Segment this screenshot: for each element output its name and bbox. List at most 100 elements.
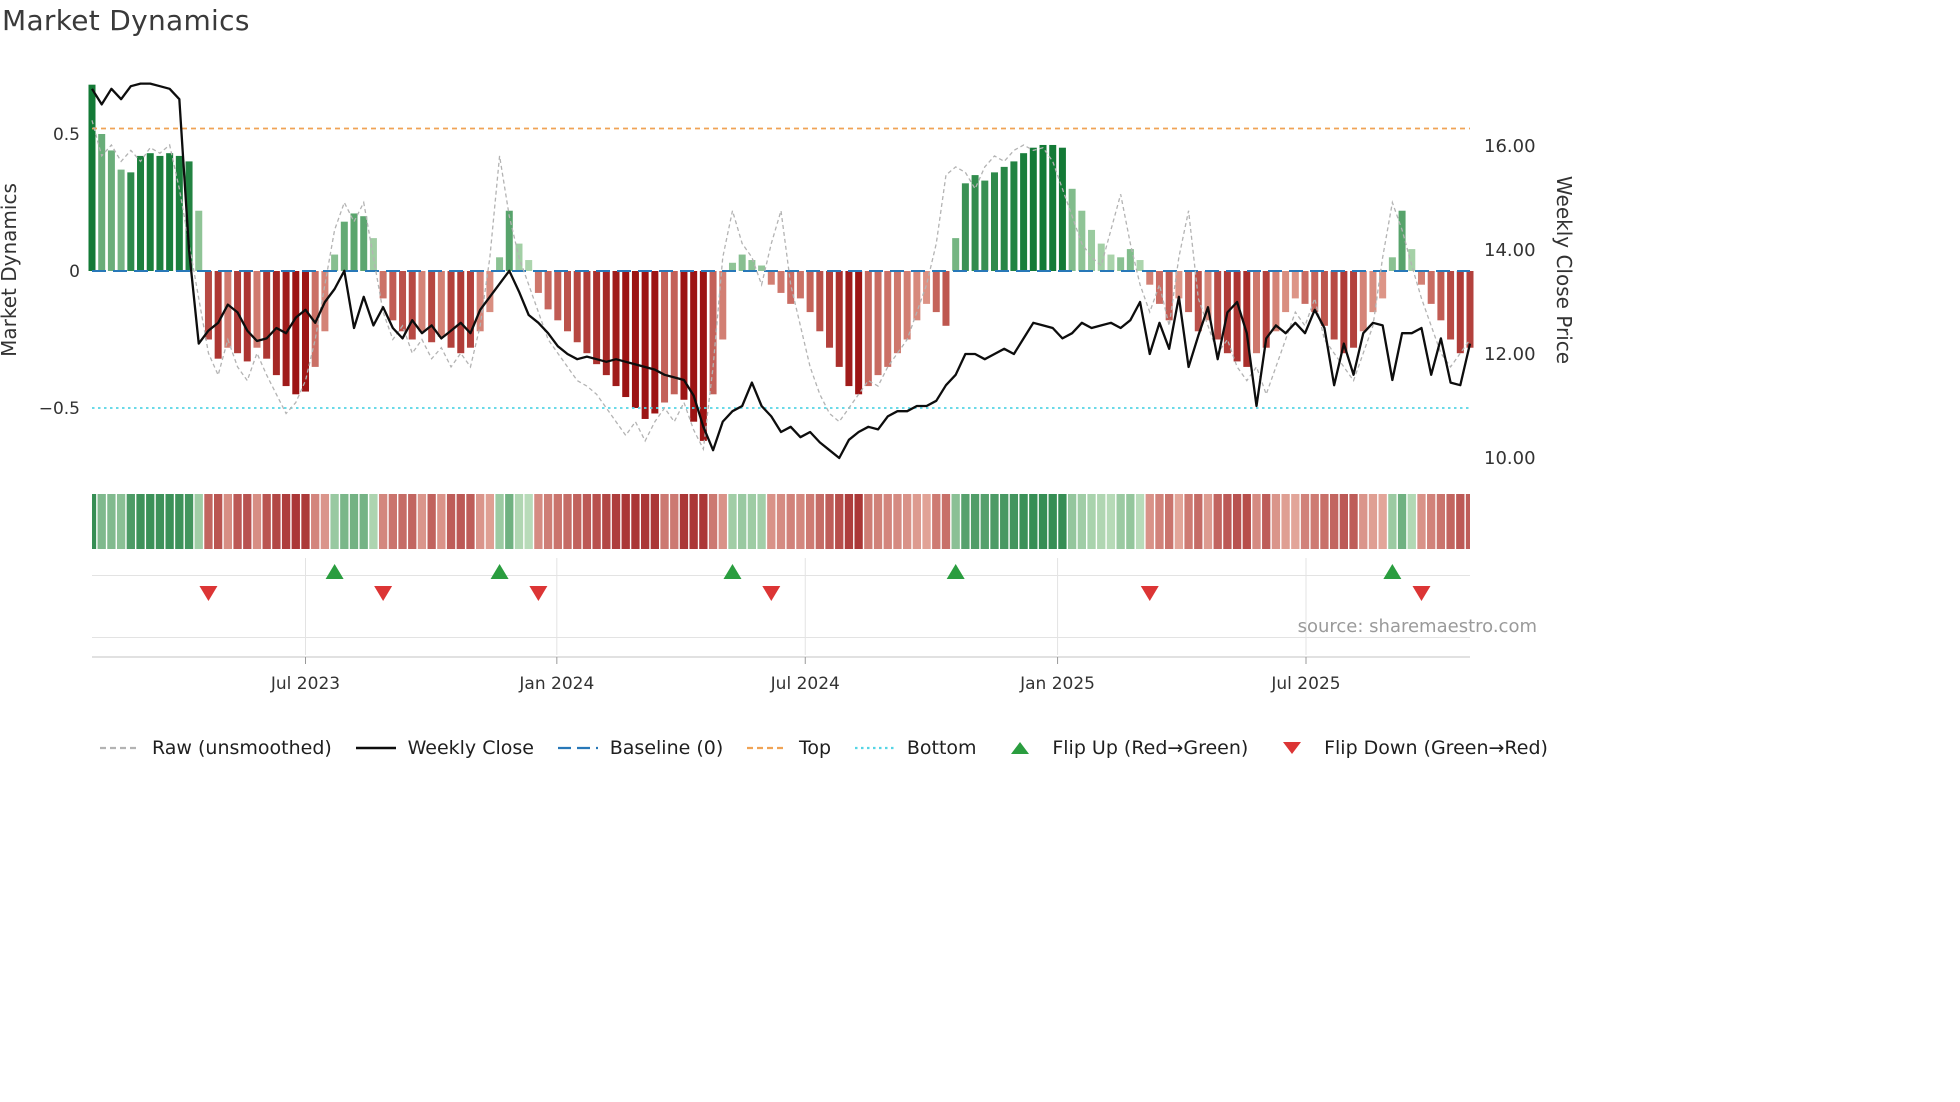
heatmap-cell — [1203, 494, 1213, 549]
oscillator-bar — [981, 180, 989, 271]
heatmap-cell — [980, 494, 989, 549]
heatmap-cell — [146, 494, 155, 549]
oscillator-bar — [1194, 271, 1202, 332]
right-axis-tick: 10.00 — [1484, 448, 1536, 469]
heatmap-cell — [1456, 494, 1465, 549]
oscillator-bar — [1068, 188, 1076, 271]
raw-line — [91, 120, 1471, 452]
heatmap-cell — [728, 494, 737, 549]
oscillator-bar — [525, 260, 533, 271]
heatmap-cell — [97, 494, 106, 549]
heatmap-cell — [1300, 494, 1310, 549]
heatmap-cell — [660, 494, 669, 549]
heatmap-cell — [1465, 494, 1470, 549]
heatmap-cell — [1407, 494, 1416, 549]
left-axis-title: Market Dynamics — [0, 183, 21, 357]
heatmap-cell — [1232, 494, 1242, 549]
oscillator-bar — [360, 216, 368, 271]
oscillator-bar — [1049, 144, 1057, 271]
heatmap-cell — [1291, 494, 1300, 549]
heatmap-cell — [1145, 494, 1154, 549]
heatmap-cell — [805, 494, 815, 549]
heatmap-cell — [281, 494, 291, 549]
oscillator-bar — [1253, 271, 1261, 354]
heatmap-cell — [825, 494, 834, 549]
oscillator-bar — [476, 271, 484, 332]
oscillator-bar — [1204, 271, 1212, 321]
heatmap-cell — [1397, 494, 1407, 549]
oscillator-bar — [224, 271, 232, 348]
heatmap-cell — [175, 494, 184, 549]
oscillator-bar — [709, 271, 717, 395]
heatmap-cell — [1165, 494, 1174, 549]
oscillator-bar — [1447, 271, 1455, 340]
heatmap-cell — [437, 494, 446, 549]
oscillator-bar — [1359, 271, 1367, 332]
legend-item-bottom: Bottom — [853, 737, 977, 759]
heatmap-cell — [214, 494, 223, 549]
oscillator-bar — [369, 238, 377, 271]
heatmap-cell — [155, 494, 165, 549]
heatmap-cell — [602, 494, 611, 549]
x-axis-tick: Jan 2025 — [1019, 674, 1095, 694]
oscillator-bar — [204, 271, 212, 340]
heatmap-cell — [1058, 494, 1067, 549]
oscillator-bar — [1262, 271, 1270, 348]
oscillator-bar — [767, 271, 775, 285]
oscillator-bar — [554, 271, 562, 321]
heatmap-cell — [941, 494, 951, 549]
oscillator-bar — [292, 271, 300, 395]
flip-up-marker — [325, 564, 344, 579]
heatmap-cell — [1329, 494, 1339, 549]
legend-item-flip-up: Flip Up (Red→Green) — [998, 737, 1248, 759]
heatmap-cell — [970, 494, 980, 549]
heatmap-cell — [446, 494, 456, 549]
oscillator-bar — [855, 271, 863, 395]
heatmap-cell — [243, 494, 252, 549]
heatmap-cell — [1427, 494, 1436, 549]
oscillator-bar — [418, 271, 426, 332]
heatmap-cell — [679, 494, 689, 549]
oscillator-bar — [466, 271, 474, 348]
oscillator-bar — [1058, 147, 1066, 271]
flip-down-marker — [762, 586, 781, 601]
heatmap-cell — [369, 494, 378, 549]
oscillator-bar — [1379, 271, 1387, 299]
oscillator-bar — [670, 271, 678, 395]
heatmap-cell — [1417, 494, 1426, 549]
legend-label: Baseline (0) — [609, 737, 724, 759]
heatmap-cell — [689, 494, 698, 549]
heatmap-cell — [408, 494, 417, 549]
right-axis-tick: 14.00 — [1484, 240, 1536, 261]
oscillator-bar — [1340, 271, 1348, 354]
oscillator-bar — [98, 134, 106, 271]
oscillator-bar — [1282, 271, 1290, 313]
heatmap-cell — [136, 494, 145, 549]
heatmap-cell — [1223, 494, 1232, 549]
oscillator-bar — [1301, 271, 1309, 304]
heatmap-cell — [417, 494, 427, 549]
oscillator-bar — [350, 213, 358, 271]
oscillator-bar — [1388, 257, 1396, 271]
heatmap-cell — [1126, 494, 1135, 549]
oscillator-bar — [1020, 153, 1028, 271]
heatmap-cell — [388, 494, 397, 549]
heatmap-cell — [398, 494, 407, 549]
oscillator-bar — [796, 271, 804, 299]
heatmap-cell — [951, 494, 960, 549]
oscillator-bar — [690, 271, 698, 422]
legend-label: Bottom — [906, 737, 977, 759]
oscillator-bar — [1117, 257, 1125, 271]
oscillator-bar — [1408, 249, 1416, 271]
oscillator-bar — [331, 254, 339, 271]
oscillator-bar — [428, 271, 436, 343]
oscillator-bar — [505, 210, 513, 271]
oscillator-bar — [971, 175, 979, 271]
oscillator-bar — [1214, 271, 1222, 340]
heatmap-cell — [640, 494, 650, 549]
flip-up-marker — [946, 564, 965, 579]
page-title: Market Dynamics — [2, 4, 250, 37]
oscillator-bar — [166, 153, 174, 271]
heatmap-cell — [126, 494, 135, 549]
heatmap-cell — [1446, 494, 1455, 549]
